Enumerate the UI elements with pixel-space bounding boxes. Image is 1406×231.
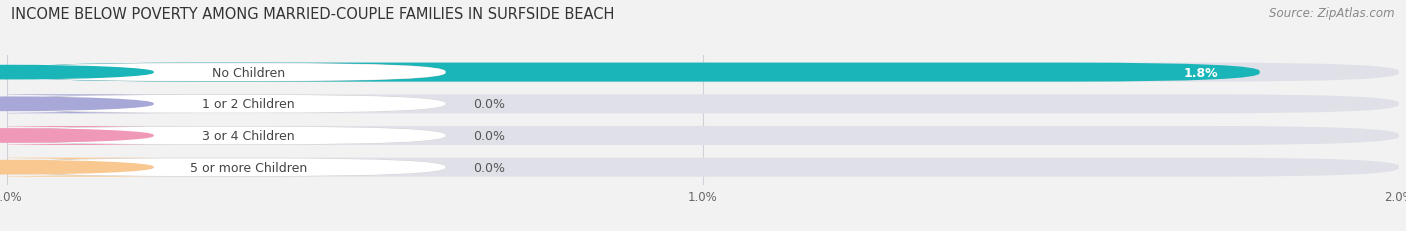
- FancyBboxPatch shape: [7, 95, 1399, 114]
- FancyBboxPatch shape: [0, 95, 195, 114]
- Text: 1 or 2 Children: 1 or 2 Children: [202, 98, 294, 111]
- FancyBboxPatch shape: [4, 95, 446, 113]
- FancyBboxPatch shape: [7, 95, 446, 113]
- Circle shape: [0, 161, 153, 174]
- Text: Source: ZipAtlas.com: Source: ZipAtlas.com: [1270, 7, 1395, 20]
- FancyBboxPatch shape: [0, 158, 195, 177]
- FancyBboxPatch shape: [7, 127, 446, 145]
- Text: 5 or more Children: 5 or more Children: [190, 161, 307, 174]
- FancyBboxPatch shape: [0, 126, 195, 145]
- Circle shape: [0, 129, 153, 143]
- FancyBboxPatch shape: [4, 158, 446, 176]
- Text: No Children: No Children: [212, 66, 285, 79]
- FancyBboxPatch shape: [7, 126, 1399, 145]
- Text: 0.0%: 0.0%: [474, 98, 505, 111]
- FancyBboxPatch shape: [7, 159, 446, 176]
- FancyBboxPatch shape: [7, 63, 1260, 82]
- Text: 0.0%: 0.0%: [474, 161, 505, 174]
- FancyBboxPatch shape: [7, 64, 446, 82]
- FancyBboxPatch shape: [4, 127, 446, 145]
- Text: 3 or 4 Children: 3 or 4 Children: [202, 129, 294, 142]
- FancyBboxPatch shape: [7, 158, 1399, 177]
- FancyBboxPatch shape: [7, 63, 1399, 82]
- Text: INCOME BELOW POVERTY AMONG MARRIED-COUPLE FAMILIES IN SURFSIDE BEACH: INCOME BELOW POVERTY AMONG MARRIED-COUPL…: [11, 7, 614, 22]
- Circle shape: [0, 66, 153, 79]
- Circle shape: [0, 98, 153, 111]
- FancyBboxPatch shape: [4, 64, 446, 82]
- Text: 1.8%: 1.8%: [1184, 66, 1218, 79]
- Text: 0.0%: 0.0%: [474, 129, 505, 142]
